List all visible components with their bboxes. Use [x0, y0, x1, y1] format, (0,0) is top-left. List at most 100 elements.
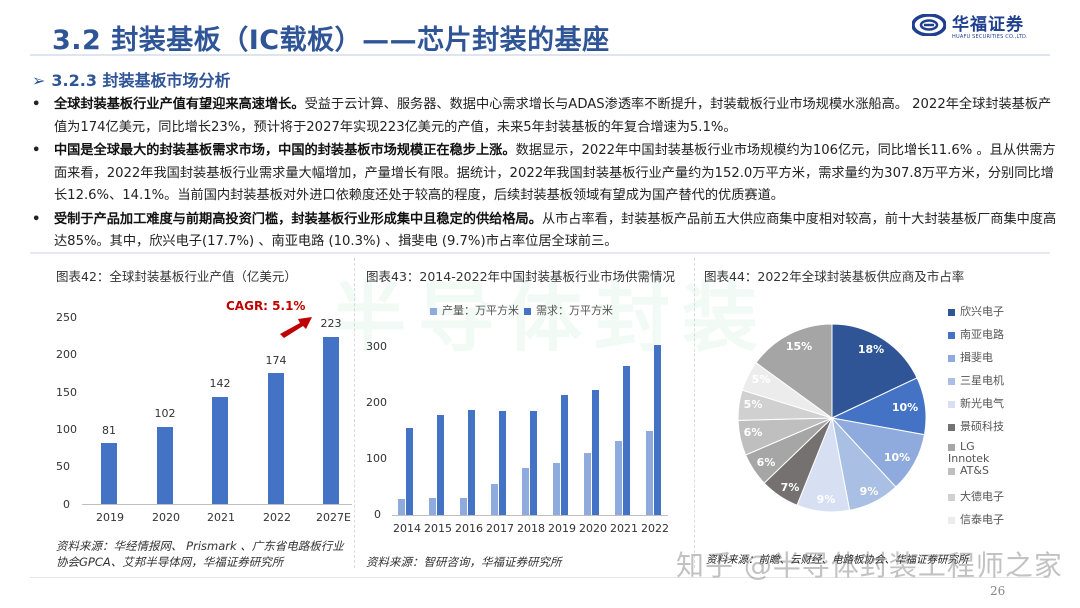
legend-swatch-icon: [948, 467, 955, 475]
bar-production-2018: [522, 468, 529, 515]
bar-demand-2020: [592, 390, 599, 515]
bullet-lead: 受制于产品加工难度与前期高投资门槛，封装基板行业形成集中且稳定的供给格局。: [54, 211, 542, 227]
bullet-item: • 中国是全球最大的封装基板需求市场，中国的封装基板市场规模正在稳步上涨。数据显…: [30, 140, 1060, 208]
legend-item: 大德电子: [948, 488, 1004, 504]
bar-2020: [157, 427, 173, 504]
bar-production-2017: [491, 484, 498, 515]
x-tick: 2019: [548, 522, 576, 535]
bar-demand-2017: [499, 411, 506, 515]
bullet-dot-icon: •: [32, 143, 41, 158]
bullet-text: 数据显示，2022年中国封装基板行业市场规模约为106亿元，同比增长11.6% …: [54, 143, 1056, 203]
chart-source: 资料来源：前瞻、云财经、电路板协会、华福证券研究所: [706, 554, 969, 566]
bar-demand-2022: [654, 345, 661, 515]
bar-production-2021: [615, 441, 622, 515]
x-tick: 2022: [263, 511, 291, 524]
legend-swatch-icon: [948, 443, 955, 451]
bullet-item: • 受制于产品加工难度与前期高投资门槛，封装基板行业形成集中且稳定的供给格局。从…: [30, 209, 1060, 254]
pie-label: 10%: [883, 451, 911, 464]
legend-swatch-icon: [948, 331, 955, 339]
y-tick: 200: [366, 396, 387, 409]
bar-value: 223: [320, 317, 342, 330]
legend-swatch-icon: [948, 493, 955, 501]
cagr-annotation: CAGR: 5.1%: [226, 299, 306, 313]
charts-bottom-divider: [30, 577, 1050, 578]
bullet-lead: 全球封装基板行业产值有望迎来高速增长。: [54, 97, 305, 112]
huafu-logo-icon: [912, 14, 946, 36]
x-axis: [82, 504, 352, 505]
legend-production: 产量：万平方米: [430, 302, 519, 318]
bar-production-2015: [429, 498, 436, 515]
bar-value: 142: [209, 377, 231, 390]
bar-demand-2016: [468, 410, 475, 515]
pie-label: 5%: [751, 373, 771, 386]
x-tick: 2027E: [316, 511, 351, 524]
legend-item: 揖斐电: [948, 349, 993, 365]
x-tick: 2016: [455, 522, 483, 535]
pie-label: 6%: [756, 456, 776, 469]
zhihu-watermark: 知乎 @半导体封装工程师之家: [676, 549, 1063, 582]
company-logo: 华福证券 HUAFU SECURITIES CO.,LTD.: [912, 10, 1052, 44]
bullet-dot-icon: •: [32, 97, 41, 112]
bullet-text: 从市占率看，封装基板产品前五大供应商集中度相对较高，前十大封装基板厂商集中度高达…: [54, 211, 1057, 250]
legend-swatch-icon: [948, 377, 955, 385]
y-tick: 150: [56, 386, 77, 399]
chart-title: 图表44：2022年全球封装基板供应商及市占率: [704, 269, 965, 284]
bar-value: 102: [154, 407, 176, 420]
background-watermark: 半导体封装: [330, 273, 770, 362]
legend-swatch-icon: [948, 400, 955, 408]
x-tick: 2022: [641, 522, 669, 535]
logo-text-cn: 华福证券: [952, 15, 1024, 35]
bar-production-2016: [460, 498, 467, 515]
bullet-text: 受益于云计算、服务器、数据中心需求增长与ADAS渗透率不断提升，封装载板行业市场…: [54, 97, 1052, 135]
bar-production-2022: [646, 431, 653, 515]
y-tick: 50: [56, 460, 70, 473]
legend-swatch-icon: [948, 354, 955, 362]
pie-label: 7%: [780, 481, 800, 494]
bar-demand-2018: [530, 411, 537, 515]
legend-item: LG Innotek: [948, 440, 990, 465]
pie-label: 9%: [859, 485, 879, 498]
x-tick: 2020: [152, 511, 180, 524]
pie-label: 6%: [743, 426, 763, 439]
legend-demand: 需求：万平方米: [524, 302, 613, 318]
x-tick: 2017: [486, 522, 514, 535]
legend-swatch-icon: [430, 307, 437, 315]
chart-divider: [354, 258, 355, 568]
legend-item: 新光电气: [948, 395, 1004, 411]
x-axis: [392, 515, 668, 516]
y-tick: 250: [56, 311, 77, 324]
logo-text-en: HUAFU SECURITIES CO.,LTD.: [952, 34, 1028, 40]
bar-production-2014: [398, 499, 405, 515]
bar-demand-2019: [561, 395, 568, 515]
bullet-item: • 全球封装基板行业产值有望迎来高速增长。受益于云计算、服务器、数据中心需求增长…: [30, 94, 1060, 139]
chart-divider: [694, 258, 695, 568]
subtitle-text: 3.2.3 封装基板市场分析: [51, 71, 231, 90]
legend-item: AT&S: [948, 464, 989, 477]
x-tick: 2021: [610, 522, 638, 535]
y-tick: 100: [366, 452, 387, 465]
bar-value: 174: [265, 354, 287, 367]
pie-label: 5%: [743, 398, 763, 411]
chart-title: 图表43：2014-2022年中国封装基板行业市场供需情况: [366, 269, 676, 284]
legend-item: 三星电机: [948, 372, 1004, 388]
y-tick: 100: [56, 423, 77, 436]
x-tick: 2018: [517, 522, 545, 535]
legend-swatch-icon: [948, 308, 955, 316]
bar-2021: [212, 397, 228, 504]
bar-2027e: [323, 337, 339, 504]
x-tick: 2020: [579, 522, 607, 535]
legend-swatch-icon: [948, 423, 955, 431]
legend-swatch-icon: [524, 307, 531, 315]
legend-item: 南亚电路: [948, 326, 1004, 342]
bar-demand-2021: [623, 366, 630, 515]
y-tick: 0: [374, 508, 381, 521]
page-number: 26: [990, 584, 1006, 598]
bar-demand-2014: [406, 428, 413, 515]
cagr-arrow-icon: [280, 317, 312, 338]
title-divider: [30, 54, 1050, 56]
pie-label: 9%: [816, 493, 836, 506]
legend-swatch-icon: [948, 516, 955, 524]
x-tick: 2015: [424, 522, 452, 535]
bullet-list: • 全球封装基板行业产值有望迎来高速增长。受益于云计算、服务器、数据中心需求增长…: [30, 94, 1060, 255]
y-tick: 200: [56, 348, 77, 361]
